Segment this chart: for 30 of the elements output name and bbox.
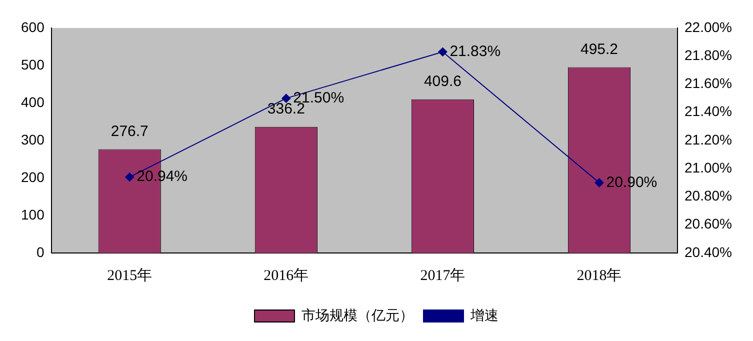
x-tick-label: 2015年 [107,266,152,284]
y-tick-label: 500 [21,56,45,72]
y-tick-label: 600 [21,18,45,35]
point [438,47,448,56]
y2-tick-label: 20.80% [684,188,732,204]
x-tick-label: 2018年 [576,266,622,284]
point [282,94,291,103]
y-tick-label: 300 [21,131,45,148]
y2-tick-label: 21.40% [684,103,732,120]
x-tick-label: 2017年 [420,266,466,284]
point [594,178,604,188]
y2-tick-label: 21.80% [684,46,732,63]
point [125,172,134,182]
y-tick-label: 100 [21,206,45,222]
y2-tick-label: 21.60% [684,75,732,92]
y2-tick-label: 21.00% [684,159,732,176]
data-label: 21.83% [450,43,501,60]
y2-tick-label: 22.00% [684,18,732,35]
y2-tick-label: 21.20% [684,131,732,148]
data-label: 409.6 [424,73,462,90]
y-tick-label: 200 [21,168,45,185]
data-label: 495.2 [580,40,618,58]
x-tick-label: 2016年 [264,266,309,284]
legend-label: 增速 [470,306,498,323]
legend-label: 市场规模（亿元） [302,306,414,323]
y2-tick-label: 20.60% [684,216,732,232]
y-tick-label: 400 [21,94,45,110]
y2-tick-label: 20.40% [684,244,732,260]
y-tick-label: 0 [36,244,45,260]
data-label: 276.7 [110,122,148,140]
